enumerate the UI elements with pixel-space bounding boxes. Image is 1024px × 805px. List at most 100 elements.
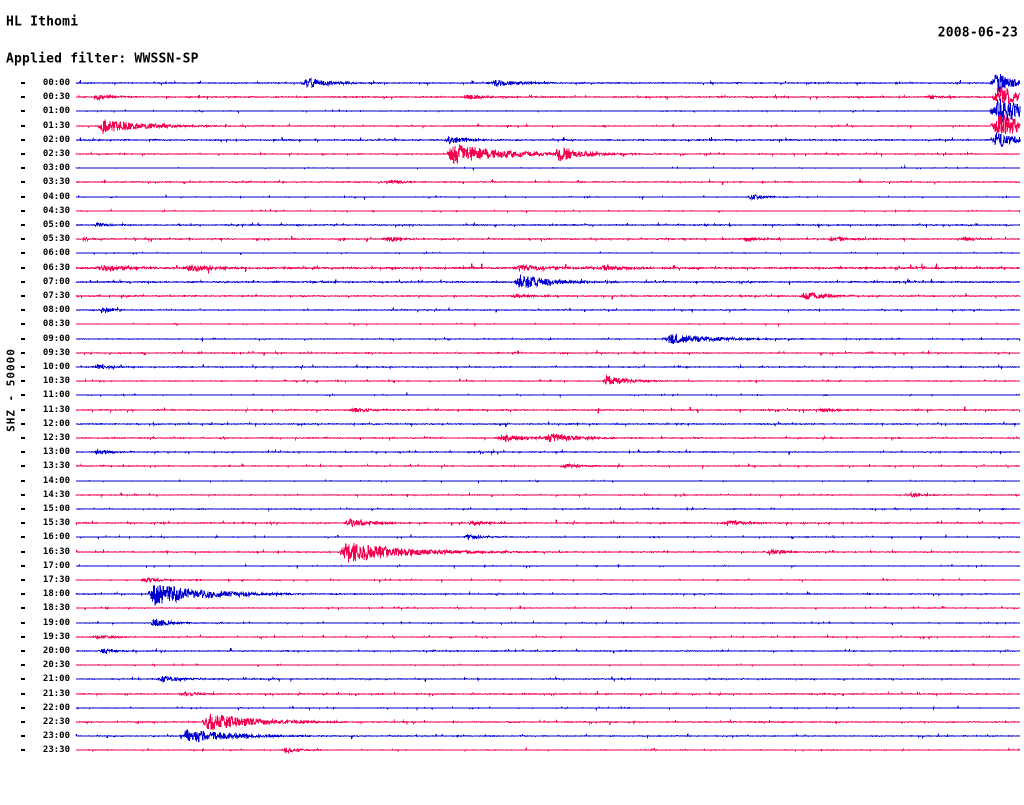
- helicorder-row: 00:00: [0, 73, 1024, 93]
- time-axis-label: 15:30: [42, 518, 70, 529]
- helicorder-row: 22:30: [0, 713, 1024, 731]
- helicorder-row: 18:00: [0, 585, 1024, 606]
- time-axis-label: 11:00: [42, 390, 70, 401]
- time-axis-label: 02:30: [42, 149, 70, 159]
- helicorder-row: 01:00: [0, 99, 1024, 125]
- row-tick-mark: [21, 692, 25, 695]
- row-tick-mark: [21, 181, 25, 184]
- helicorder-row: 13:30: [0, 461, 1024, 475]
- helicorder-row: 11:00: [0, 390, 1024, 404]
- row-tick-mark: [21, 295, 25, 297]
- helicorder-row: 09:30: [0, 348, 1024, 362]
- time-axis-label: 08:00: [42, 305, 70, 316]
- helicorder-row: 20:00: [0, 646, 1024, 660]
- row-tick-mark: [21, 678, 25, 681]
- row-tick-mark: [21, 706, 25, 709]
- row-tick-mark: [21, 110, 25, 113]
- row-tick-mark: [21, 650, 25, 652]
- row-tick-mark: [21, 96, 25, 99]
- record-date: 2008-06-23: [937, 25, 1018, 41]
- time-axis-label: 10:30: [42, 376, 70, 387]
- row-tick-mark: [21, 635, 25, 638]
- helicorder-row: 22:00: [0, 703, 1024, 717]
- helicorder-row: 21:30: [0, 689, 1024, 703]
- helicorder-plot: 00:00 00:30 01:00 01:30 02:00 02:30 03:00 03:30…: [0, 73, 1024, 772]
- time-axis-label: 14:30: [42, 489, 70, 500]
- helicorder-row: 19:30: [0, 632, 1024, 646]
- time-axis-label: 16:30: [42, 546, 70, 557]
- time-axis-label: 18:00: [42, 589, 70, 600]
- applied-filter-label: Applied filter: WWSSN-SP: [6, 51, 199, 67]
- time-axis-label: 18:30: [42, 603, 70, 614]
- row-tick-mark: [21, 309, 25, 312]
- seismic-trace: [75, 745, 1021, 805]
- row-tick-mark: [21, 493, 25, 496]
- time-axis-label: 22:30: [42, 717, 70, 727]
- time-axis-label: 05:30: [42, 234, 70, 245]
- helicorder-row: 18:30: [0, 603, 1024, 617]
- row-tick-mark: [21, 721, 25, 723]
- time-axis-label: 12:30: [42, 433, 70, 443]
- row-tick-mark: [21, 337, 25, 340]
- row-tick-mark: [21, 394, 25, 397]
- row-tick-mark: [21, 564, 25, 567]
- time-axis-label: 21:30: [42, 688, 70, 699]
- helicorder-row: 15:30: [0, 518, 1024, 532]
- time-axis-label: 03:30: [42, 177, 70, 188]
- helicorder-row: 16:00: [0, 532, 1024, 546]
- row-tick-mark: [21, 124, 25, 127]
- row-tick-mark: [21, 366, 25, 368]
- row-tick-mark: [21, 82, 25, 84]
- row-tick-mark: [21, 209, 25, 212]
- helicorder-row: 03:00: [0, 163, 1024, 177]
- helicorder-row: 08:00: [0, 305, 1024, 319]
- time-axis-label: 08:30: [42, 319, 70, 330]
- row-tick-mark: [21, 238, 25, 241]
- row-tick-mark: [21, 323, 25, 326]
- row-tick-mark: [21, 351, 25, 354]
- time-axis-label: 17:00: [42, 560, 70, 571]
- row-tick-mark: [21, 607, 25, 610]
- helicorder-row: 15:00: [0, 504, 1024, 518]
- helicorder-row: 11:30: [0, 405, 1024, 419]
- time-axis-label: 16:00: [42, 532, 70, 543]
- helicorder-row: 17:30: [0, 575, 1024, 589]
- helicorder-row: 19:00: [0, 618, 1024, 632]
- row-tick-mark: [21, 252, 25, 255]
- time-axis-label: 01:00: [42, 106, 70, 117]
- row-tick-mark: [21, 522, 25, 525]
- page-title: HL Ithomi: [6, 14, 79, 30]
- row-tick-mark: [21, 593, 25, 596]
- helicorder-page: HL Ithomi 2008-06-23 Applied filter: WWS…: [0, 14, 1024, 772]
- helicorder-row: 10:30: [0, 374, 1024, 390]
- time-axis-label: 00:30: [42, 92, 70, 103]
- time-axis-label: 15:00: [42, 504, 70, 514]
- helicorder-row: 23:00: [0, 729, 1024, 745]
- time-axis-label: 21:00: [42, 674, 70, 685]
- row-tick-mark: [21, 153, 25, 155]
- row-tick-mark: [21, 138, 25, 141]
- helicorder-row: 01:30: [0, 113, 1024, 135]
- helicorder-row: 09:00: [0, 332, 1024, 348]
- time-axis-label: 09:00: [42, 333, 70, 344]
- row-tick-mark: [21, 408, 25, 411]
- row-tick-mark: [21, 167, 25, 170]
- time-axis-label: 01:30: [42, 120, 70, 131]
- time-axis-label: 06:30: [42, 262, 70, 273]
- helicorder-row: 05:30: [0, 234, 1024, 248]
- time-axis-label: 23:00: [42, 731, 70, 742]
- helicorder-row: 04:00: [0, 192, 1024, 206]
- time-axis-label: 12:00: [42, 418, 70, 429]
- row-tick-mark: [21, 735, 25, 738]
- row-tick-mark: [21, 749, 25, 752]
- time-axis-label: 22:00: [42, 702, 70, 713]
- helicorder-row: 14:00: [0, 476, 1024, 490]
- helicorder-row: 02:30: [0, 144, 1024, 164]
- time-axis-label: 20:30: [42, 660, 70, 671]
- row-tick-mark: [21, 465, 25, 468]
- helicorder-row: 10:00: [0, 362, 1024, 376]
- helicorder-row: 20:30: [0, 660, 1024, 674]
- time-axis-label: 19:00: [42, 617, 70, 628]
- time-axis-label: 00:00: [42, 78, 70, 88]
- helicorder-row: 07:00: [0, 274, 1024, 291]
